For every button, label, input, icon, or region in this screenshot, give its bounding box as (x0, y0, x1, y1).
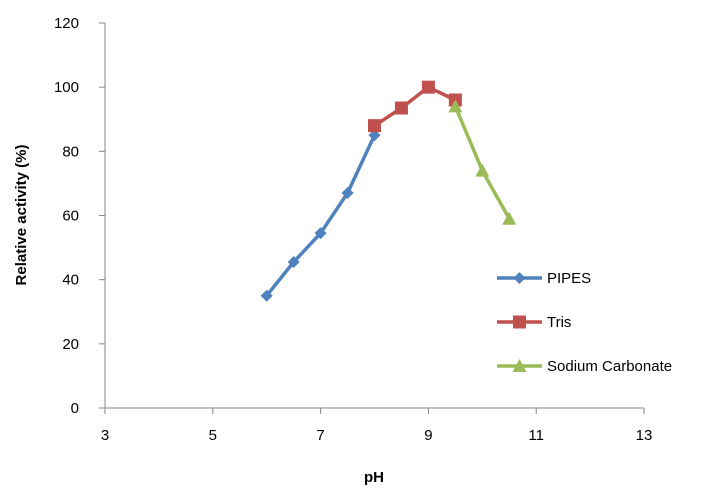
series-tris (368, 80, 462, 133)
legend-item-pipes: PIPES (497, 270, 591, 287)
y-tick-label: 120 (54, 15, 79, 32)
data-point-pipes (260, 289, 273, 302)
legend-marker (512, 359, 527, 372)
data-point-tris (368, 119, 381, 133)
legend: PIPES Tris Sodium Carbonate (497, 270, 672, 375)
data-point-pipes (368, 129, 381, 142)
ticks: 0 20 40 60 80 100 120 3 5 7 9 11 13 (54, 15, 652, 444)
x-axis-title: pH (364, 469, 384, 486)
legend-label: Sodium Carbonate (547, 358, 672, 375)
data-point-tris (394, 101, 408, 115)
y-tick-label: 80 (62, 143, 79, 160)
data-point-pipes (341, 187, 354, 200)
legend-item-sodium-carbonate: Sodium Carbonate (497, 358, 672, 375)
x-tick-label: 3 (101, 427, 109, 444)
legend-marker (513, 272, 526, 284)
y-axis-title: Relative activity (%) (13, 145, 30, 286)
x-tick-label: 5 (209, 427, 217, 444)
legend-label: PIPES (547, 270, 591, 287)
y-tick-label: 100 (54, 79, 79, 96)
y-tick-label: 0 (71, 400, 79, 417)
data-point-sodium-carbonate (475, 163, 490, 177)
data-point-sodium-carbonate (448, 99, 463, 113)
x-tick-label: 11 (528, 427, 544, 444)
legend-marker (513, 315, 526, 329)
series-line-tris (373, 85, 457, 128)
legend-label: Tris (547, 314, 571, 331)
series-line-sodium-carbonate (453, 105, 511, 220)
data-point-pipes (314, 227, 327, 240)
x-tick-label: 9 (424, 427, 432, 444)
y-tick-label: 20 (62, 336, 79, 353)
x-tick-label: 13 (636, 427, 653, 444)
series-line-pipes (265, 134, 377, 297)
data-point-sodium-carbonate (502, 211, 517, 225)
data-point-pipes (287, 256, 300, 269)
legend-item-tris: Tris (497, 314, 571, 331)
axes (104, 23, 644, 409)
series-sodium-carbonate (448, 99, 517, 225)
data-point-tris (421, 80, 435, 94)
y-tick-label: 60 (62, 208, 79, 225)
x-tick-label: 7 (316, 427, 324, 444)
series-layer (260, 80, 517, 302)
y-tick-label: 40 (62, 272, 79, 289)
series-pipes (260, 129, 381, 302)
